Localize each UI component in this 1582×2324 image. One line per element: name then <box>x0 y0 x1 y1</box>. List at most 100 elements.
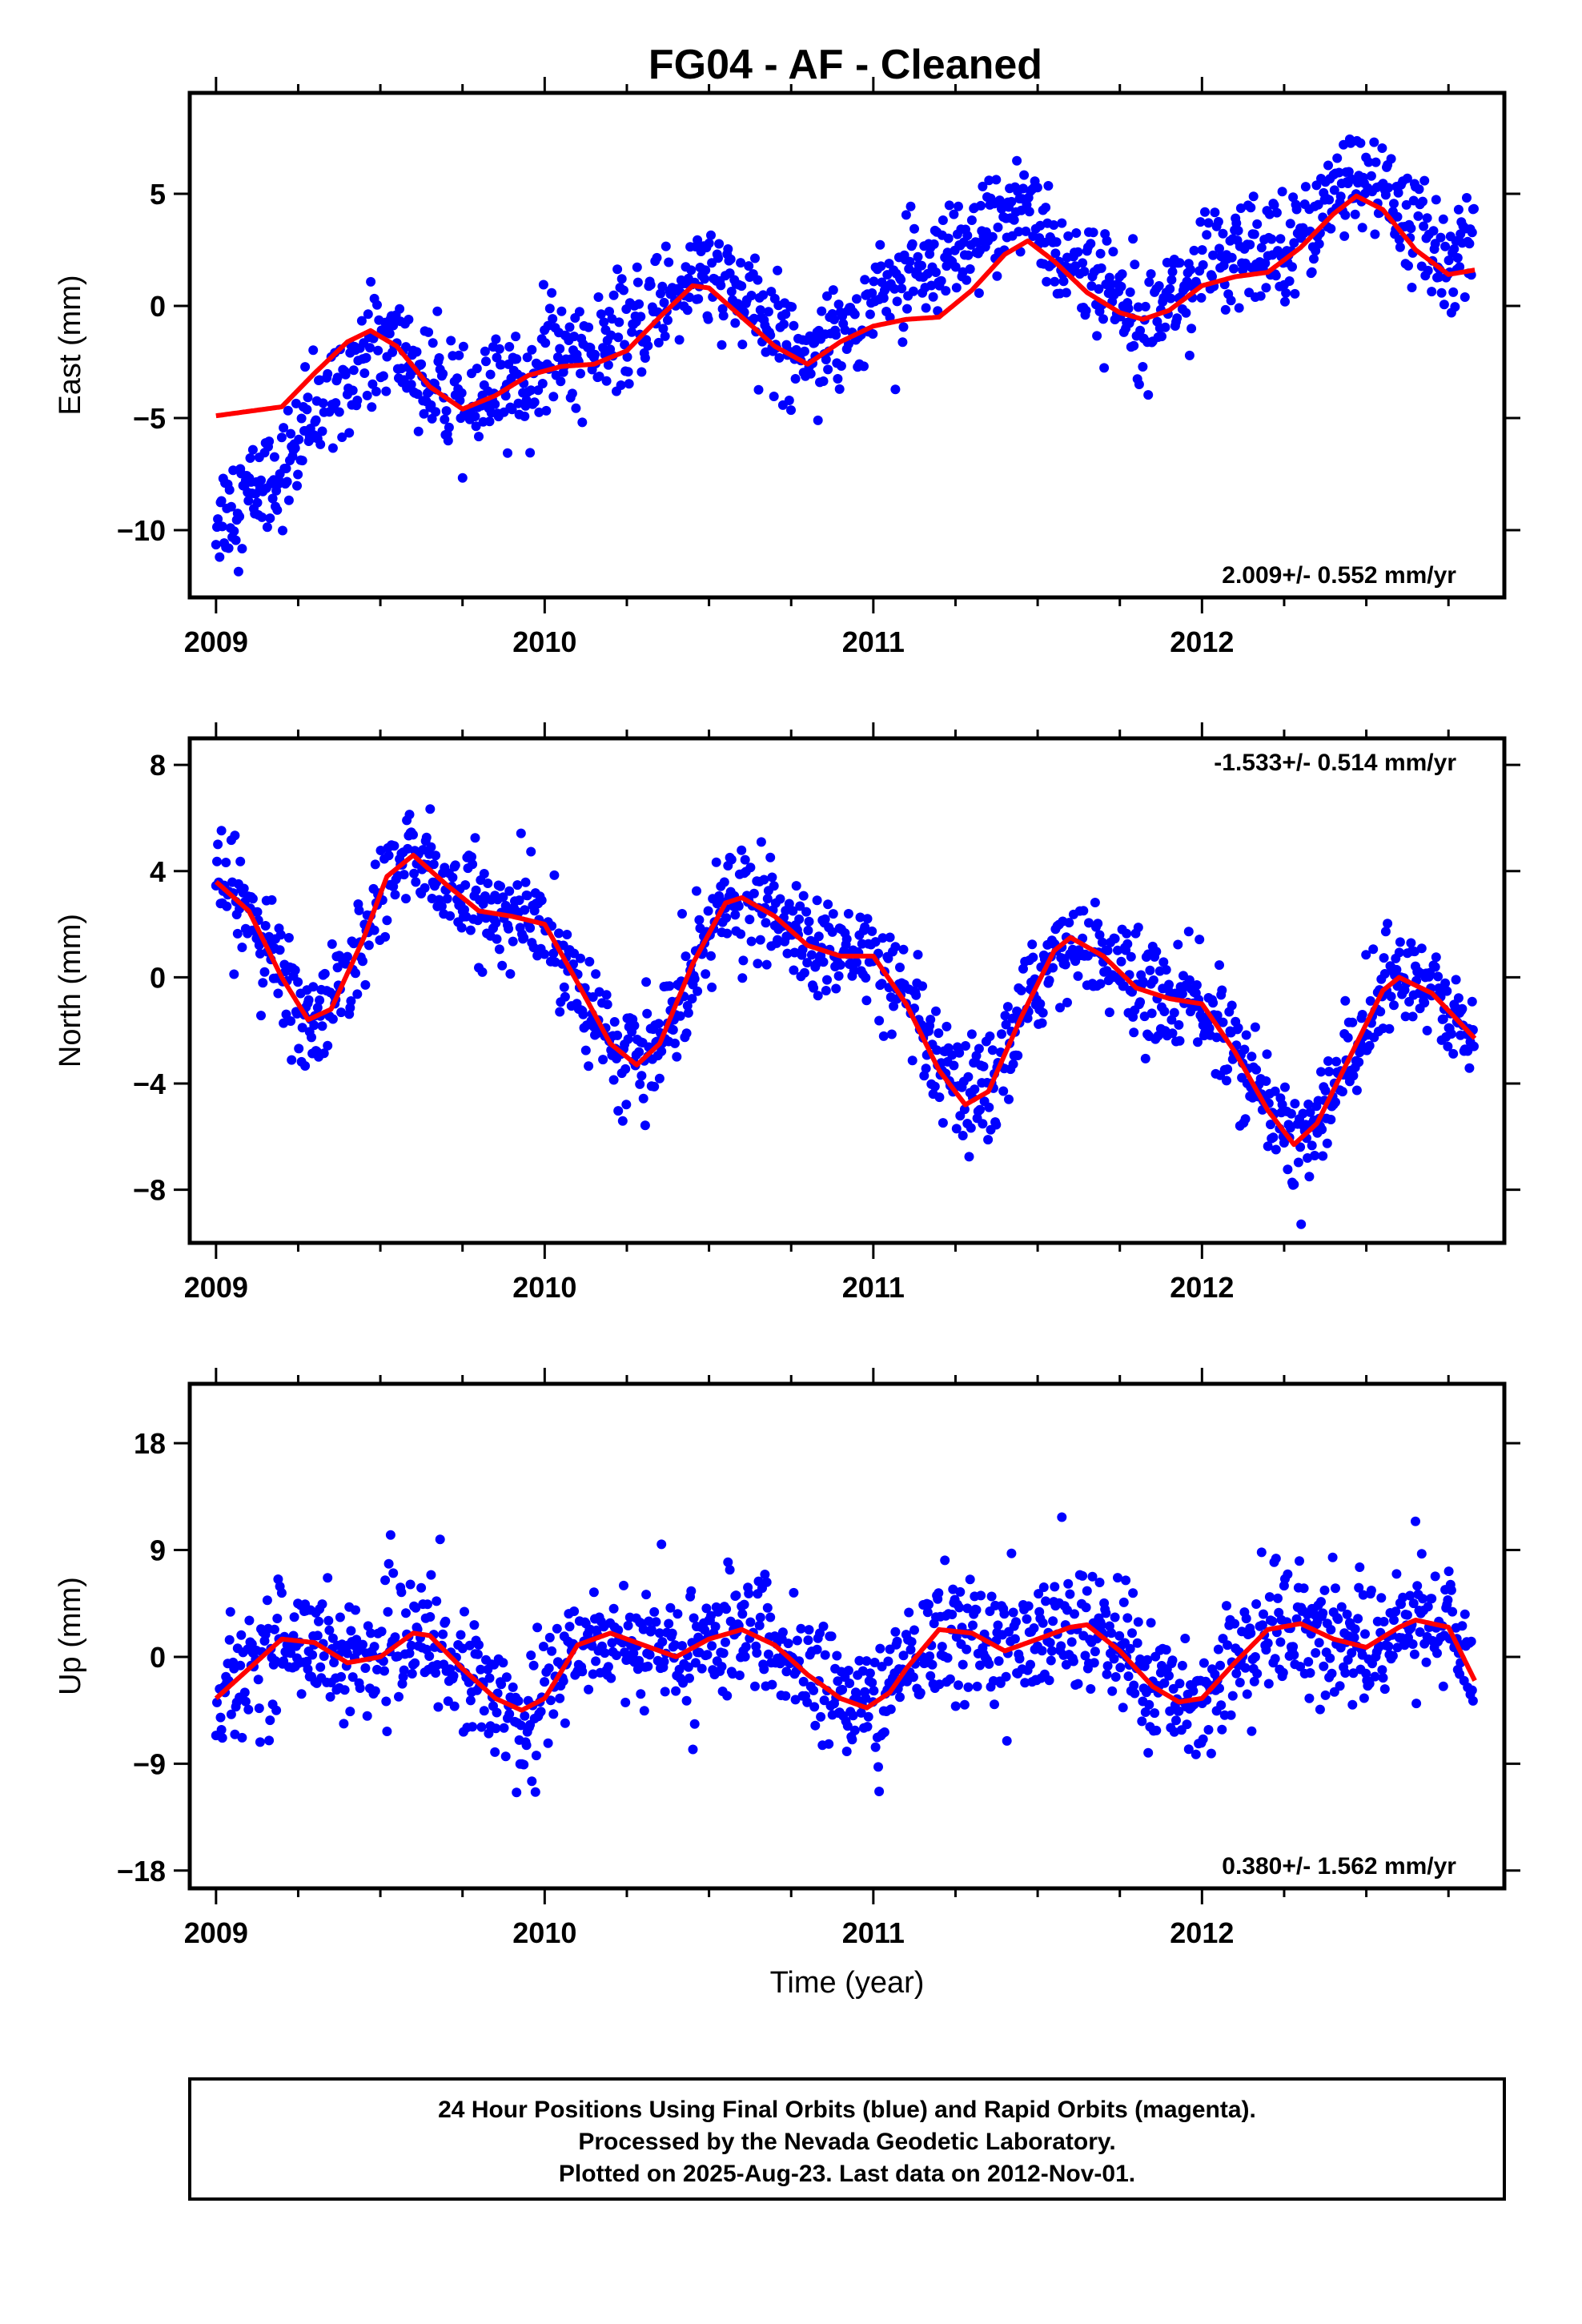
data-point <box>947 1610 958 1619</box>
data-point <box>508 1682 518 1692</box>
data-point <box>319 1048 329 1059</box>
data-point <box>813 931 824 942</box>
data-point <box>457 472 468 483</box>
data-point <box>564 322 575 332</box>
data-point <box>1094 1578 1105 1587</box>
data-point <box>1167 267 1178 277</box>
data-point <box>435 1534 445 1545</box>
data-point <box>512 354 522 364</box>
data-point <box>532 1622 543 1633</box>
data-point <box>1446 1585 1456 1595</box>
data-point <box>619 1580 628 1590</box>
data-point <box>653 337 664 348</box>
data-point <box>784 396 794 405</box>
data-point <box>885 312 895 323</box>
data-point <box>379 1666 389 1676</box>
data-point <box>378 371 388 381</box>
data-point <box>428 338 438 348</box>
data-point <box>1289 1650 1299 1660</box>
data-point <box>1414 184 1424 195</box>
data-point <box>603 360 613 370</box>
data-point <box>1177 989 1187 999</box>
data-point <box>337 432 347 442</box>
data-point <box>781 1667 792 1677</box>
data-point <box>1130 259 1140 270</box>
data-point <box>1146 1618 1156 1628</box>
data-point <box>736 258 746 268</box>
data-point <box>898 944 909 955</box>
data-point <box>342 1648 352 1659</box>
data-point <box>401 342 411 352</box>
data-point <box>833 374 843 384</box>
data-point <box>345 1707 355 1717</box>
data-point <box>1323 1056 1333 1066</box>
data-point <box>733 901 744 911</box>
data-point <box>685 1673 694 1683</box>
data-point <box>1008 1059 1018 1069</box>
data-point <box>840 325 850 336</box>
data-point <box>541 405 552 416</box>
data-point <box>492 1707 502 1718</box>
x-axis-label: Time (year) <box>770 1966 925 2000</box>
data-point <box>1048 1616 1058 1626</box>
data-point <box>262 522 272 533</box>
data-point <box>803 925 813 935</box>
data-point <box>431 850 441 861</box>
data-point <box>683 1662 693 1672</box>
data-point <box>367 402 377 412</box>
data-point <box>1393 187 1403 198</box>
data-point <box>303 1664 313 1675</box>
data-point <box>1326 1625 1336 1634</box>
data-point <box>1029 1623 1039 1633</box>
data-point <box>1280 296 1290 307</box>
data-point <box>1063 231 1074 241</box>
data-point <box>1358 1590 1368 1600</box>
data-point <box>484 416 495 427</box>
data-point <box>1233 1023 1243 1033</box>
data-point <box>759 1664 769 1675</box>
data-point <box>1378 1673 1388 1683</box>
data-point <box>408 830 418 840</box>
data-point <box>773 935 783 945</box>
data-point <box>212 1697 222 1707</box>
data-point <box>548 1709 559 1719</box>
data-point <box>457 1643 468 1654</box>
data-point <box>1256 243 1267 253</box>
data-point <box>494 944 504 955</box>
data-point <box>1319 1585 1330 1595</box>
data-point <box>1038 1582 1049 1592</box>
data-point <box>823 364 833 375</box>
data-point <box>730 318 741 328</box>
data-point <box>728 1669 737 1679</box>
data-point <box>1218 228 1228 239</box>
data-point <box>1241 1614 1251 1624</box>
data-point <box>1270 1086 1280 1096</box>
data-point <box>424 1651 435 1661</box>
data-point <box>1267 1616 1278 1626</box>
data-point <box>1412 1581 1423 1591</box>
data-point <box>1203 218 1214 228</box>
data-point <box>938 1118 948 1128</box>
data-point <box>1217 985 1227 995</box>
data-point <box>762 1602 773 1613</box>
data-point <box>594 372 604 381</box>
data-point <box>949 1060 959 1071</box>
data-point <box>397 1679 408 1689</box>
data-point <box>230 830 240 841</box>
data-point <box>216 496 227 506</box>
data-point <box>467 852 476 862</box>
fit-line-up <box>214 1618 1477 1713</box>
data-point <box>1081 305 1091 316</box>
data-point <box>1101 1608 1111 1618</box>
data-point <box>456 388 467 398</box>
data-point <box>963 250 974 260</box>
data-point <box>1202 230 1212 240</box>
data-point <box>519 933 529 943</box>
data-point <box>885 932 895 943</box>
data-point <box>540 1677 550 1687</box>
data-point <box>225 1606 235 1617</box>
data-point <box>769 392 779 401</box>
data-point <box>917 981 928 991</box>
data-point <box>907 1055 917 1066</box>
data-point <box>1256 1547 1267 1558</box>
